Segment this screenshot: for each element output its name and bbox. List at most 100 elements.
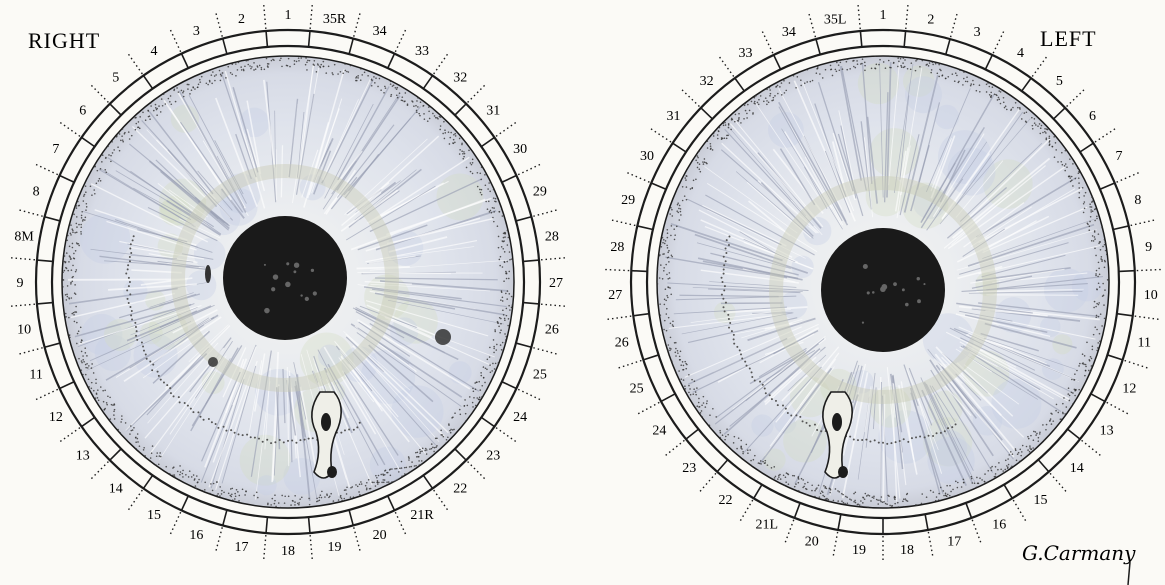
rim-stipple (441, 434, 444, 436)
rim-stipple (464, 399, 466, 401)
iris-fibre (232, 346, 257, 406)
rim-stipple (400, 467, 403, 469)
furrow-dot (217, 426, 220, 429)
rim-stipple (117, 146, 119, 148)
rim-stipple (1074, 394, 1076, 397)
rim-stipple (144, 119, 147, 122)
rim-stipple (889, 66, 891, 69)
rim-stipple (346, 486, 348, 489)
rim-stipple (458, 137, 461, 140)
rim-stipple (1045, 137, 1048, 140)
rim-stipple (1078, 365, 1080, 367)
iris-fibre (945, 331, 1017, 368)
rim-stipple (187, 83, 190, 86)
rim-stipple (679, 350, 682, 353)
rim-stipple (74, 249, 77, 252)
rim-stipple (675, 347, 677, 350)
rim-stipple (953, 80, 956, 82)
rim-stipple (1090, 206, 1093, 208)
rim-stipple (458, 408, 461, 411)
rim-stipple (442, 435, 445, 438)
furrow-dot (722, 255, 725, 258)
rim-stipple (948, 494, 951, 497)
rim-stipple (1069, 180, 1072, 183)
rim-stipple (658, 277, 661, 279)
rim-stipple (673, 341, 676, 344)
rim-stipple (357, 77, 359, 79)
zone-number-label: 2 (927, 12, 934, 27)
furrow-dot (724, 301, 727, 304)
rim-stipple (462, 157, 465, 160)
rim-stipple (220, 493, 223, 495)
rim-stipple (1030, 434, 1032, 437)
furrow-dot (295, 441, 298, 444)
rim-stipple (396, 96, 399, 99)
rim-stipple (1010, 108, 1013, 111)
zone-leader (1012, 499, 1027, 522)
rim-stipple (220, 75, 223, 77)
rim-stipple (1064, 413, 1066, 415)
rim-stipple (444, 132, 447, 134)
furrow-dot (134, 326, 137, 329)
rim-stipple (142, 111, 144, 114)
iris-fibre (706, 182, 818, 253)
rim-stipple (766, 100, 768, 102)
rim-stipple (675, 225, 678, 228)
rim-stipple (824, 486, 827, 488)
rim-stipple (273, 502, 276, 505)
pupil-speck (293, 270, 297, 274)
rim-stipple (91, 194, 93, 196)
rim-stipple (71, 312, 74, 315)
rim-stipple (374, 485, 377, 487)
rim-stipple (416, 111, 418, 114)
rim-stipple (1021, 444, 1024, 447)
iris-fibre (288, 98, 299, 178)
rim-stipple (1101, 259, 1103, 261)
rim-stipple (444, 129, 446, 132)
iris-fibre (929, 359, 994, 457)
rim-stipple (935, 496, 938, 498)
zone-leader (467, 84, 486, 103)
rim-stipple (809, 80, 812, 83)
rim-stipple (95, 182, 98, 185)
rim-stipple (86, 367, 89, 369)
rim-stipple (677, 211, 680, 214)
rim-stipple (231, 73, 234, 76)
rim-stipple (733, 435, 736, 438)
rim-stipple (663, 328, 665, 331)
rim-stipple (343, 489, 346, 491)
iris-fibre (77, 303, 195, 348)
rim-stipple (715, 416, 718, 418)
rim-stipple (90, 367, 93, 369)
rim-stipple (1098, 241, 1101, 243)
rim-stipple (1097, 315, 1100, 318)
furrow-dot (233, 431, 236, 434)
rim-stipple (950, 490, 952, 493)
rim-stipple (966, 80, 969, 83)
pupil-speck (312, 291, 317, 296)
rim-stipple (838, 69, 841, 72)
rim-stipple (821, 77, 824, 79)
furrow-dot (786, 411, 789, 414)
rim-stipple (67, 234, 69, 237)
rim-stipple (111, 140, 113, 143)
rim-stipple (74, 293, 77, 295)
furrow-dot (939, 431, 942, 434)
rim-stipple (352, 496, 355, 498)
rim-stipple (109, 418, 112, 420)
rim-stipple (1091, 196, 1093, 198)
rim-stipple (834, 488, 837, 490)
rim-stipple (387, 481, 390, 483)
iris-fibre (166, 200, 221, 236)
furrow-dot (919, 435, 922, 438)
furrow-dot (727, 317, 730, 320)
rim-stipple (1014, 448, 1017, 450)
zone-leader (739, 499, 754, 522)
rim-stipple (488, 182, 490, 184)
rim-stipple (401, 96, 404, 98)
rim-stipple (1071, 378, 1073, 381)
iris-fibre (940, 380, 972, 417)
zone-leader (35, 163, 59, 176)
rim-stipple (376, 483, 379, 485)
